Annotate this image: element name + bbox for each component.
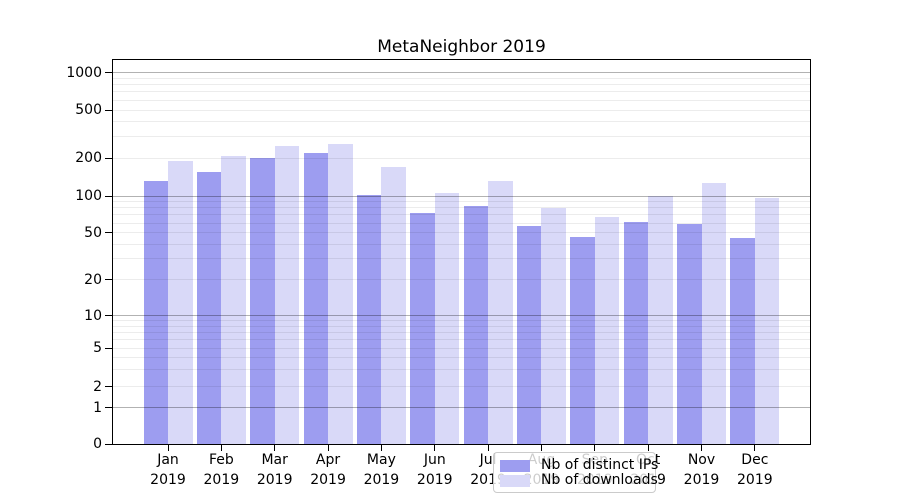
- bar-downloads-nov: [701, 183, 726, 444]
- y-tick-label: 100: [75, 188, 102, 204]
- y-tick: [105, 407, 112, 408]
- y-tick: [105, 347, 112, 349]
- bar-ips-nov: [677, 223, 702, 444]
- x-tick: [167, 445, 169, 451]
- y-tick: [105, 315, 112, 316]
- bar-ips-may: [356, 195, 382, 444]
- x-tick: [434, 445, 436, 451]
- x-tick: [754, 445, 756, 451]
- y-tick: [105, 232, 112, 234]
- y-tick-label: 0: [93, 436, 102, 452]
- x-tick: [220, 445, 222, 451]
- bar-downloads-dec: [754, 197, 780, 444]
- bar-downloads-jun: [434, 193, 460, 444]
- x-tick: [487, 445, 489, 451]
- x-tick-label: Nov 2019: [683, 452, 720, 488]
- bar-downloads-apr: [328, 144, 353, 444]
- bar-ips-apr: [303, 153, 329, 444]
- y-tick-label: 10: [84, 307, 102, 324]
- x-tick: [540, 445, 542, 451]
- x-tick-label: May 2019: [363, 452, 400, 488]
- bar-ips-jul: [463, 205, 489, 444]
- y-tick: [105, 443, 112, 445]
- bar-ips-oct: [623, 222, 649, 444]
- bar-downloads-oct: [648, 196, 673, 444]
- legend-entry-downloads: Nb of downloads: [500, 473, 658, 488]
- legend-label: Nb of distinct IPs: [541, 457, 659, 473]
- bar-downloads-may: [381, 166, 406, 444]
- y-tick-label: 1: [93, 399, 102, 416]
- chart-title: MetaNeighbor 2019: [377, 37, 546, 57]
- x-tick: [380, 445, 382, 451]
- y-tick: [105, 157, 112, 159]
- bar-downloads-sep: [594, 217, 620, 444]
- bar-downloads-mar: [274, 145, 300, 444]
- legend: Nb of distinct IPs Nb of downloads: [493, 452, 658, 493]
- legend-entry-distinct-ips: Nb of distinct IPs: [500, 458, 658, 473]
- y-tick-label: 5: [93, 340, 102, 357]
- x-tick-label: Feb 2019: [203, 452, 240, 488]
- bars-layer: [113, 60, 810, 444]
- y-tick-label: 50: [84, 224, 102, 241]
- plot-area: Nb of distinct IPs Nb of downloads: [112, 59, 811, 493]
- y-tick: [105, 386, 112, 388]
- bar-ips-jan: [143, 180, 168, 444]
- y-tick-label: 20: [84, 271, 102, 288]
- bar-ips-jun: [410, 212, 435, 444]
- bar-ips-mar: [250, 158, 275, 444]
- x-tick-label: Dec 2019: [737, 452, 773, 488]
- y-tick-label: 1000: [66, 64, 102, 81]
- y-tick: [105, 109, 112, 111]
- x-tick: [274, 445, 276, 451]
- y-tick-label: 200: [75, 150, 102, 167]
- x-tick: [647, 445, 649, 451]
- bar-ips-feb: [196, 171, 222, 444]
- bar-downloads-aug: [541, 208, 566, 444]
- bar-ips-dec: [730, 238, 755, 444]
- bar-ips-sep: [570, 236, 595, 444]
- bar-downloads-jan: [168, 161, 193, 444]
- legend-label: Nb of downloads: [541, 472, 658, 488]
- x-tick: [594, 445, 596, 451]
- x-tick-label: Mar 2019: [256, 452, 293, 488]
- legend-swatch-downloads: [500, 474, 530, 487]
- x-tick-label: Jan 2019: [150, 452, 186, 488]
- y-tick-label: 2: [93, 378, 102, 395]
- x-tick: [327, 445, 329, 451]
- bar-ips-aug: [516, 225, 542, 444]
- bar-downloads-feb: [221, 155, 246, 444]
- y-tick: [105, 279, 112, 280]
- bar-downloads-jul: [488, 180, 513, 444]
- y-tick: [105, 195, 112, 197]
- y-tick: [105, 72, 112, 73]
- x-tick-label: Jun 2019: [416, 452, 453, 488]
- y-tick-label: 500: [75, 102, 102, 118]
- legend-swatch-distinct-ips: [500, 459, 530, 472]
- x-tick-label: Apr 2019: [310, 452, 346, 488]
- x-tick: [701, 445, 702, 451]
